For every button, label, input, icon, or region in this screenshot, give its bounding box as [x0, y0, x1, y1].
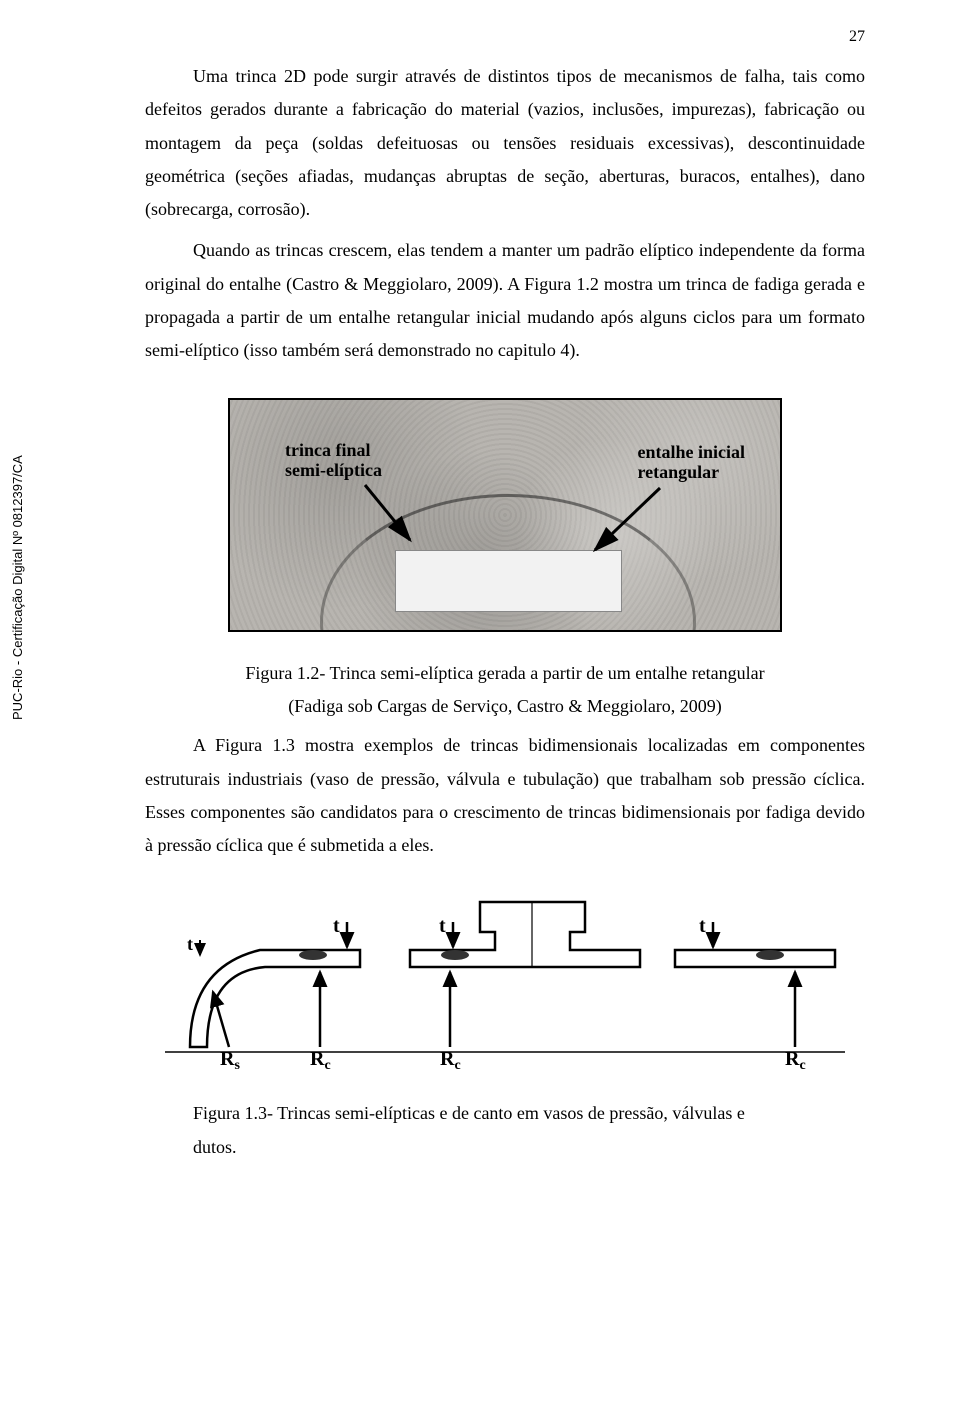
paragraph-1: Uma trinca 2D pode surgir através de dis… [145, 60, 865, 226]
figure-1-3-caption-line2: dutos. [193, 1131, 865, 1164]
page-number: 27 [849, 28, 865, 46]
figure-1-2-caption: Figura 1.2- Trinca semi-elíptica gerada … [185, 657, 825, 690]
paragraph-2: Quando as trincas crescem, elas tendem a… [145, 234, 865, 367]
svg-text:t: t [187, 934, 193, 954]
svg-text:t: t [699, 915, 706, 937]
svg-text:t: t [439, 915, 446, 937]
figure-1-2-caption-sub: (Fadiga sob Cargas de Serviço, Castro & … [145, 690, 865, 723]
figure-arrows [230, 400, 780, 630]
svg-text:t: t [333, 915, 340, 937]
paragraph-3: A Figura 1.3 mostra exemplos de trincas … [145, 729, 865, 862]
side-certification-label: PUC-Rio - Certificação Digital Nº 081239… [10, 455, 25, 720]
figure-1-3: t Rs Rc t t Rc t [145, 892, 865, 1072]
figure-1-3-caption-line1: Figura 1.3- Trincas semi-elípticas e de … [193, 1097, 865, 1130]
figure-1-2: trinca final semi-elíptica entalhe inici… [145, 398, 865, 632]
